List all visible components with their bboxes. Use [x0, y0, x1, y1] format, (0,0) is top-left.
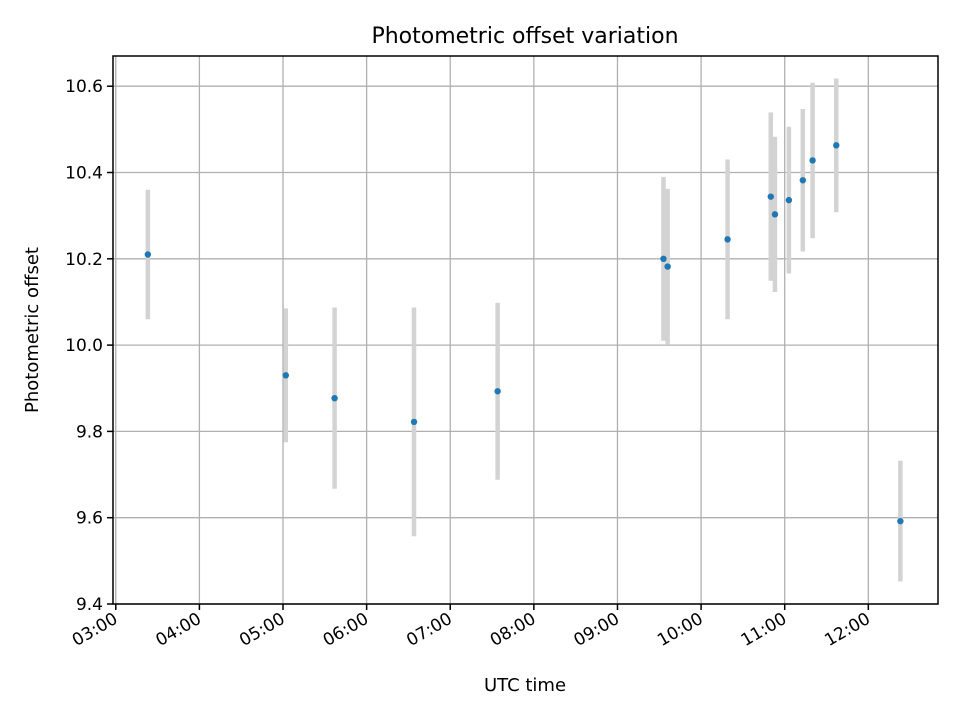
x-axis-label: UTC time — [484, 675, 566, 696]
data-point — [660, 255, 667, 263]
x-tick-label: 07:00 — [403, 609, 455, 651]
x-tick-label: 04:00 — [152, 609, 204, 651]
x-tick-label: 10:00 — [654, 609, 706, 651]
data-point — [724, 236, 731, 243]
x-tick-label: 03:00 — [69, 609, 121, 651]
y-tick-label: 10.2 — [65, 250, 103, 270]
axis-ticks: 03:00 04:00 05:00 06:00 07:00 08:00 09:00 10:00… — [65, 77, 874, 651]
x-tick-label: 08:00 — [487, 609, 539, 651]
data-point — [494, 388, 501, 395]
data-points — [144, 142, 904, 525]
data-point — [833, 142, 840, 149]
y-tick-label: 9.4 — [76, 595, 103, 615]
x-tick-label: 12:00 — [821, 609, 873, 651]
data-point — [785, 196, 793, 204]
x-tick-label: 06:00 — [320, 609, 372, 651]
data-point — [799, 177, 807, 184]
y-tick-label: 10.6 — [65, 77, 103, 97]
data-point — [331, 394, 338, 402]
data-point — [809, 157, 816, 164]
y-tick-label: 9.8 — [76, 422, 103, 442]
y-tick-label: 9.6 — [76, 509, 103, 529]
y-tick-label: 10.4 — [65, 164, 103, 184]
x-tick-label: 05:00 — [236, 609, 288, 651]
y-axis-label: Photometric offset — [22, 247, 43, 413]
y-tick-label: 10.0 — [65, 336, 103, 356]
data-point — [897, 517, 904, 525]
data-point — [767, 193, 774, 200]
chart-title: Photometric offset variation — [371, 24, 678, 49]
data-point — [144, 251, 152, 258]
data-point — [664, 263, 671, 270]
error-bars — [145, 78, 903, 582]
x-tick-label: 09:00 — [571, 609, 623, 651]
data-point — [282, 372, 290, 379]
data-point — [410, 418, 418, 426]
x-tick-label: 11:00 — [738, 609, 790, 651]
data-point — [771, 211, 779, 218]
plot-area-frame — [112, 55, 939, 605]
